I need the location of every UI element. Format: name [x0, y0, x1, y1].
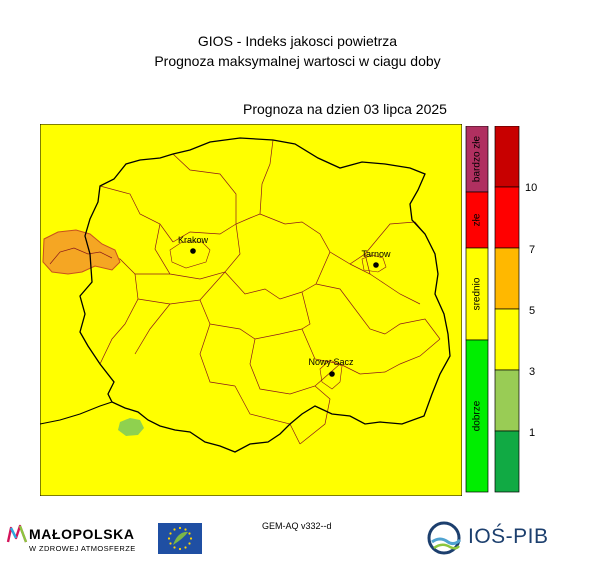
page-title: GIOS - Indeks jakosci powietrza	[197, 33, 398, 49]
category-label-zle: złe	[472, 213, 483, 226]
tarnow-city-outline	[361, 254, 387, 273]
city-label-krakow: Krakow	[178, 235, 209, 245]
tick-7: 7	[529, 244, 535, 256]
scale-band-moderate	[494, 308, 520, 371]
scale-band-moderate-high	[494, 247, 520, 310]
tick-1: 1	[529, 427, 535, 439]
city-label-tarnow: Tarnow	[361, 249, 391, 259]
nowy-sacz-city-outline	[319, 359, 343, 390]
tick-3: 3	[529, 366, 535, 378]
category-label-srednio: srednio	[472, 277, 483, 310]
ios-pib-logo-icon	[427, 521, 462, 555]
color-scale-legend: bardzo złe złe srednio dobrze 10 7 5 3 1	[465, 126, 537, 493]
city-krakow: Krakow	[178, 235, 209, 254]
city-tarnow: Tarnow	[361, 249, 391, 268]
value-scale-column	[494, 126, 520, 493]
city-nowy-sacz: Nowy Sacz	[308, 357, 354, 377]
city-dot-tarnow	[373, 262, 379, 268]
scale-band-very-good	[494, 430, 520, 493]
malopolska-tagline: W ZDROWEJ ATMOSFERZE	[29, 544, 136, 553]
green-index-patch	[118, 418, 144, 436]
scale-ticks: 10 7 5 3 1	[525, 182, 537, 439]
malopolska-name: MAŁOPOLSKA	[29, 526, 135, 542]
eu-flag-icon	[158, 523, 202, 554]
category-column: bardzo złe złe srednio dobrze	[465, 126, 489, 493]
category-label-dobrze: dobrze	[472, 400, 483, 431]
tick-5: 5	[529, 305, 535, 317]
page-subtitle: Prognoza maksymalnej wartosci w ciagu do…	[154, 53, 441, 69]
city-dot-nowy-sacz	[329, 371, 335, 377]
malopolska-logo-icon	[6, 524, 28, 543]
krakow-city-outline	[169, 241, 211, 269]
ios-pib-name: IOŚ-PIB	[468, 525, 549, 548]
city-label-nowy-sacz: Nowy Sacz	[308, 357, 354, 367]
life-icon	[173, 531, 188, 545]
scale-band-good	[494, 369, 520, 432]
air-quality-map: Krakow Tarnow Nowy Sacz	[40, 124, 462, 496]
map-background	[40, 124, 462, 496]
model-version: GEM-AQ v332--d	[262, 521, 332, 531]
tick-10: 10	[525, 182, 537, 194]
scale-band-bad	[494, 186, 520, 249]
category-label-bardzo-zle: bardzo złe	[472, 135, 483, 182]
orange-index-patch	[42, 229, 121, 275]
forecast-date: Prognoza na dzien 03 lipca 2025	[243, 101, 447, 117]
city-dot-krakow	[190, 248, 196, 254]
category-band-dobrze	[465, 339, 489, 493]
voivodeship-border	[79, 137, 451, 453]
scale-band-very-bad	[494, 126, 520, 188]
